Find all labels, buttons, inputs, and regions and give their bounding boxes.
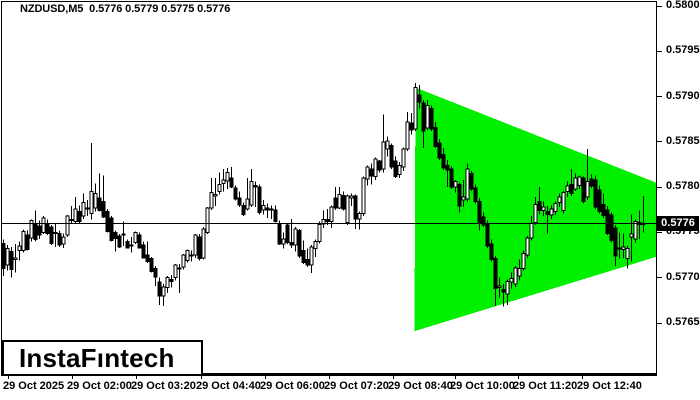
time-axis-tick xyxy=(201,376,202,379)
price-axis-label: 0.5780 xyxy=(666,180,700,193)
price-axis-tick xyxy=(657,50,662,52)
price-axis[interactable]: 0.5800 0.5795 0.5790 0.5785 0.5780 0.5775 0.57… xyxy=(657,0,700,378)
price-axis-tick xyxy=(657,231,662,233)
price-axis-label: 0.5765 xyxy=(666,316,700,328)
price-axis-label: 0.5800 xyxy=(666,0,700,11)
price-axis-label: 0.5795 xyxy=(666,44,700,57)
chart-symbol-ohlc: NZDUSD,M5 0.5776 0.5779 0.5775 0.5776 xyxy=(20,3,231,15)
time-axis-label: 29 Oct 2025 xyxy=(3,380,65,392)
price-axis-tick xyxy=(657,141,662,143)
time-axis-label: 29 Oct 02:00 xyxy=(67,380,132,392)
time-axis-tick xyxy=(72,376,73,379)
instafintech-watermark: InstaFıntech xyxy=(2,340,203,376)
time-axis-tick xyxy=(329,376,330,379)
chart-area[interactable] xyxy=(1,1,657,376)
time-axis-label: 29 Oct 08:40 xyxy=(388,380,453,392)
current-price-box: 0.5776 xyxy=(657,215,699,231)
time-axis-label: 29 Oct 11:20 xyxy=(513,380,578,392)
price-axis-tick xyxy=(657,277,662,279)
time-axis-label: 29 Oct 03:20 xyxy=(131,380,196,392)
time-axis-label: 29 Oct 12:40 xyxy=(577,380,642,392)
time-axis-tick xyxy=(8,376,9,379)
time-axis-tick xyxy=(582,376,583,379)
time-axis-tick xyxy=(265,376,266,379)
time-axis-label: 29 Oct 10:00 xyxy=(450,380,515,392)
time-axis-label: 29 Oct 04:40 xyxy=(196,380,261,392)
time-axis-tick xyxy=(518,376,519,379)
candlestick-chart[interactable] xyxy=(2,2,656,373)
price-axis-tick xyxy=(657,96,662,98)
price-axis-tick xyxy=(657,322,662,324)
time-axis[interactable]: 29 Oct 2025 29 Oct 02:00 29 Oct 03:20 29 Oc… xyxy=(0,376,700,400)
instafintech-watermark-label: InstaFıntech xyxy=(19,342,175,373)
time-axis-label: 29 Oct 06:00 xyxy=(260,380,325,392)
candles-group xyxy=(2,83,646,307)
time-axis-tick xyxy=(136,376,137,379)
time-axis-label: 29 Oct 07:20 xyxy=(324,380,389,392)
time-axis-tick xyxy=(393,376,394,379)
time-axis-tick xyxy=(455,376,456,379)
price-axis-tick xyxy=(657,5,662,7)
price-axis-label: 0.5785 xyxy=(666,134,700,147)
price-axis-label: 0.5790 xyxy=(666,89,700,102)
price-axis-tick xyxy=(657,186,662,188)
price-axis-label: 0.5770 xyxy=(666,270,700,283)
